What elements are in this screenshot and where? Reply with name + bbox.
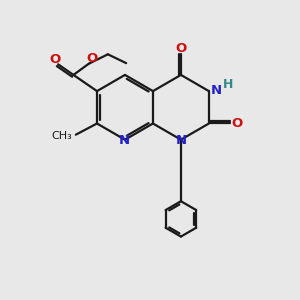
Text: N: N [119,134,130,147]
Text: N: N [211,84,222,97]
Text: H: H [223,78,233,91]
Text: CH₃: CH₃ [52,131,72,141]
Text: O: O [50,52,61,65]
Text: O: O [86,52,97,65]
Text: O: O [175,42,187,55]
Text: O: O [231,117,242,130]
Text: N: N [176,134,187,147]
